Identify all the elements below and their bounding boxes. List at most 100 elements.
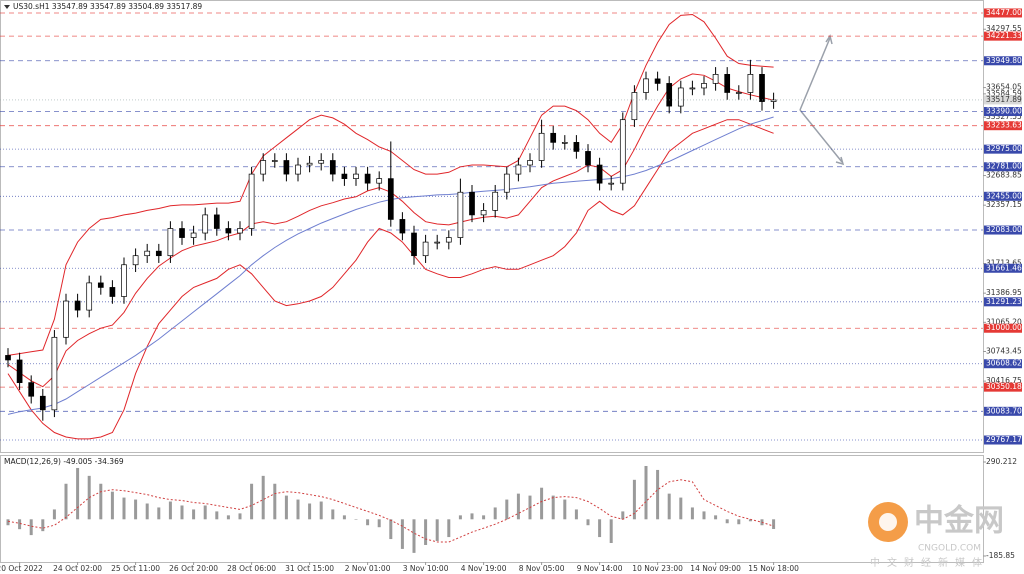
- candle-body: [480, 210, 487, 216]
- x-tick-label: 8 Nov 05:00: [519, 564, 565, 573]
- level-box: [984, 225, 1022, 235]
- candle-body: [260, 160, 267, 175]
- x-tick-label: 3 Nov 10:00: [403, 564, 449, 573]
- candle-body: [144, 250, 151, 257]
- macd-bar: [424, 519, 428, 545]
- macd-bar: [516, 493, 520, 520]
- macd-bar: [6, 519, 10, 526]
- x-tick-label: 15 Nov 18:00: [748, 564, 799, 573]
- macd-bar: [586, 519, 590, 526]
- macd-bar: [203, 505, 207, 520]
- y-tick-label: 31386.95: [986, 288, 1022, 297]
- macd-bar: [342, 515, 346, 520]
- candle-body: [109, 287, 116, 297]
- macd-bar: [551, 495, 555, 520]
- level-box: [984, 297, 1022, 307]
- candle-body: [619, 119, 626, 184]
- macd-bar: [435, 519, 439, 542]
- macd-bar: [296, 499, 300, 520]
- candle-body: [132, 255, 139, 266]
- macd-bar: [180, 505, 184, 520]
- candle-body: [318, 160, 325, 164]
- candle-body: [225, 228, 232, 234]
- candle-body: [527, 160, 533, 166]
- macd-bar: [226, 515, 230, 520]
- candle-body: [550, 132, 557, 143]
- macd-bar: [354, 519, 358, 520]
- level-box: [984, 144, 1022, 154]
- candle-body: [51, 336, 58, 411]
- candle-body: [202, 214, 209, 234]
- level-box: [984, 8, 1022, 18]
- candle-body: [422, 241, 429, 257]
- level-label: 33233.63: [986, 121, 1022, 130]
- macd-bar: [250, 483, 254, 520]
- x-tick-label: 26 Oct 20:00: [169, 564, 218, 573]
- watermark-slogan: 中文财经新媒体: [870, 556, 989, 569]
- candle-body: [341, 173, 348, 179]
- y-tick-label: 32683.85: [986, 171, 1022, 180]
- macd-bar: [87, 475, 91, 520]
- candle-body: [306, 162, 313, 166]
- y-tick-label: 33584.59: [986, 89, 1022, 98]
- watermark-site: CNGOLD.COM: [918, 544, 981, 554]
- level-box: [984, 435, 1022, 445]
- candle-body: [353, 173, 359, 179]
- y-tick-label: -185.85: [986, 551, 1015, 560]
- candle-body: [399, 219, 406, 234]
- macd-bar: [470, 513, 474, 520]
- level-label: 31000.00: [986, 323, 1022, 332]
- candle-body: [747, 74, 754, 93]
- macd-bar: [308, 503, 312, 520]
- macd-bar: [192, 509, 196, 520]
- macd-bar: [679, 497, 683, 520]
- candle-body: [573, 142, 580, 152]
- arrow-up: [799, 37, 831, 111]
- macd-bar: [505, 499, 509, 520]
- level-label: 34221.33: [986, 31, 1022, 40]
- y-tick-label: 33327.55: [986, 112, 1022, 121]
- candle-body: [364, 173, 371, 184]
- macd-bar: [273, 483, 277, 520]
- macd-bar: [331, 509, 335, 520]
- macd-bar: [690, 507, 694, 520]
- candle-body: [167, 228, 174, 257]
- y-tick-label: 30416.75: [986, 376, 1022, 385]
- macd-bar: [702, 511, 706, 520]
- candle-body: [237, 228, 243, 234]
- level-label: 29767.17: [986, 435, 1022, 444]
- candle-body: [213, 214, 220, 229]
- last-price-label: 33517.89: [986, 95, 1022, 104]
- candle-body: [295, 164, 301, 175]
- macd-bar: [29, 519, 33, 536]
- macd-bar: [447, 519, 451, 538]
- macd-bar: [737, 519, 741, 525]
- level-label: 32781.00: [986, 162, 1022, 171]
- candle-body: [712, 74, 719, 84]
- macd-bar: [64, 483, 68, 520]
- x-tick-label: 2 Nov 01:00: [345, 564, 391, 573]
- candle-body: [376, 178, 383, 184]
- macd-bar: [656, 469, 660, 520]
- candle-body: [770, 99, 777, 102]
- candle-body: [5, 355, 11, 361]
- level-label: 30083.70: [986, 406, 1022, 415]
- macd-bar: [400, 519, 404, 549]
- candle-body: [74, 300, 81, 311]
- x-tick-label: 25 Oct 11:00: [111, 564, 160, 573]
- candle-body: [759, 74, 765, 102]
- candle-body: [445, 237, 452, 243]
- y-tick-label: 290.212: [986, 457, 1017, 466]
- macd-bar: [145, 503, 149, 520]
- candle-body: [585, 151, 591, 166]
- macd-bar: [122, 497, 126, 520]
- candle-body: [387, 178, 394, 220]
- level-box: [984, 162, 1022, 172]
- macd-bar: [458, 515, 462, 520]
- macd-bar: [168, 501, 172, 520]
- candle-body: [329, 160, 336, 175]
- macd-bar: [238, 513, 242, 520]
- candle-body: [469, 191, 475, 216]
